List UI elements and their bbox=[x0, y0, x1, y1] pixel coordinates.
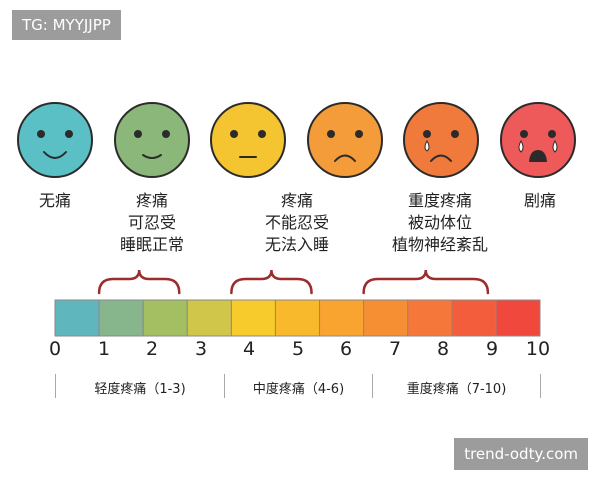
scale-segment bbox=[54, 299, 100, 337]
face-eye-right bbox=[162, 130, 170, 138]
face-label-line: 疼痛 bbox=[135, 191, 168, 210]
face-label-line: 睡眠正常 bbox=[119, 235, 184, 254]
scale-segment bbox=[274, 299, 321, 337]
face-label-line: 无法入睡 bbox=[264, 235, 329, 254]
face-frown bbox=[307, 102, 383, 178]
range-separator bbox=[55, 374, 56, 398]
face-label-1: 疼痛 可忍受 睡眠正常 bbox=[92, 190, 212, 256]
face-eye-left bbox=[327, 130, 335, 138]
face-circle bbox=[307, 102, 383, 178]
face-eye-left bbox=[423, 130, 431, 138]
face-circle bbox=[114, 102, 190, 178]
range-braces bbox=[97, 269, 490, 295]
face-label-line: 重度疼痛 bbox=[407, 191, 472, 210]
scale-segment bbox=[363, 299, 409, 337]
face-eye-right bbox=[258, 130, 266, 138]
face-circle bbox=[210, 102, 286, 178]
tick-label: 0 bbox=[48, 338, 62, 360]
face-mouth bbox=[529, 150, 547, 162]
tick-label: 3 bbox=[194, 338, 208, 360]
face-label-line: 被动体位 bbox=[407, 213, 472, 232]
tick-label: 1 bbox=[97, 338, 111, 360]
scale-segment bbox=[230, 299, 276, 337]
face-mouth bbox=[43, 151, 67, 159]
pain-scale-bar bbox=[54, 299, 541, 337]
range-label-moderate: 中度疼痛（4-6) bbox=[252, 382, 345, 397]
tick-label: 10 bbox=[525, 338, 551, 360]
range-brace bbox=[362, 269, 490, 295]
face-circle bbox=[17, 102, 93, 178]
face-frown-tear bbox=[403, 102, 479, 178]
scale-segment bbox=[495, 299, 541, 337]
face-label-line: 疼痛 bbox=[280, 191, 313, 210]
face-label-line: 不能忍受 bbox=[264, 213, 329, 232]
tg-tag: TG: MYYJJPP bbox=[12, 10, 121, 40]
tick-label: 8 bbox=[436, 338, 450, 360]
face-eye-right bbox=[548, 130, 556, 138]
face-eye-left bbox=[37, 130, 45, 138]
face-eye-right bbox=[65, 130, 73, 138]
tear-icon bbox=[518, 139, 524, 153]
face-label-line: 可忍受 bbox=[127, 213, 176, 232]
scale-segment bbox=[98, 299, 144, 337]
range-brace bbox=[230, 269, 313, 295]
range-separator bbox=[224, 374, 225, 398]
face-circle bbox=[500, 102, 576, 178]
tick-label: 9 bbox=[485, 338, 499, 360]
tick-label: 4 bbox=[242, 338, 256, 360]
tick-label: 6 bbox=[339, 338, 353, 360]
range-label-severe: 重度疼痛（7-10) bbox=[406, 382, 507, 397]
face-label-2: 疼痛 不能忍受 无法入睡 bbox=[237, 190, 357, 256]
scale-segment bbox=[407, 299, 453, 337]
face-eye-right bbox=[451, 130, 459, 138]
face-eye-right bbox=[355, 130, 363, 138]
face-slight-smile bbox=[114, 102, 190, 178]
face-mouth bbox=[334, 154, 356, 162]
range-brace bbox=[97, 269, 181, 295]
range-separator bbox=[372, 374, 373, 398]
face-happy bbox=[17, 102, 93, 178]
watermark-label: trend-odty.com bbox=[454, 438, 588, 470]
tick-label: 2 bbox=[145, 338, 159, 360]
tick-label: 7 bbox=[388, 338, 402, 360]
tick-label: 5 bbox=[291, 338, 305, 360]
face-neutral bbox=[210, 102, 286, 178]
range-separator bbox=[540, 374, 541, 398]
face-label-0: 无痛 bbox=[0, 190, 115, 212]
face-label-line: 无痛 bbox=[38, 191, 71, 210]
scale-segment bbox=[319, 299, 365, 337]
face-crying bbox=[500, 102, 576, 178]
face-circle bbox=[403, 102, 479, 178]
face-eye-left bbox=[520, 130, 528, 138]
face-eye-left bbox=[230, 130, 238, 138]
tear-icon bbox=[552, 139, 558, 153]
face-eye-left bbox=[134, 130, 142, 138]
face-label-4: 重度疼痛 被动体位 植物神经紊乱 bbox=[380, 190, 500, 256]
face-mouth bbox=[142, 154, 162, 159]
face-label-line: 剧痛 bbox=[523, 191, 556, 210]
scale-segment bbox=[186, 299, 232, 337]
scale-segment bbox=[451, 299, 497, 337]
tear-icon bbox=[424, 139, 430, 152]
scale-segment bbox=[142, 299, 188, 337]
face-label-5: 剧痛 bbox=[480, 190, 600, 212]
faces-group bbox=[17, 102, 576, 178]
face-mouth bbox=[430, 154, 452, 162]
face-label-line: 植物神经紊乱 bbox=[391, 235, 488, 254]
range-label-mild: 轻度疼痛（1-3) bbox=[94, 382, 186, 397]
